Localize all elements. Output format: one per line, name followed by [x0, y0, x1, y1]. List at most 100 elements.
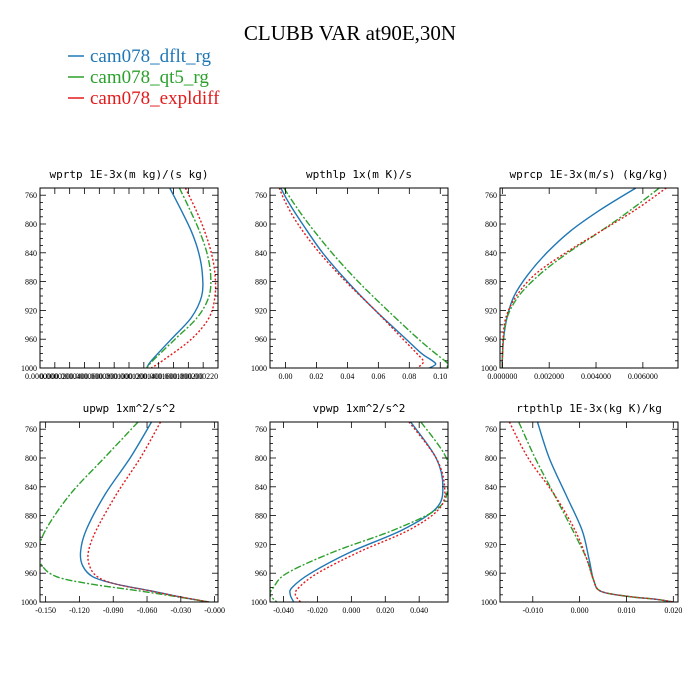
y-tick-label: 920 — [485, 540, 497, 549]
legend-entry: cam078_expldiff — [68, 88, 220, 109]
x-tick-label: 0.000220 — [188, 372, 218, 381]
y-tick-label: 800 — [25, 220, 37, 229]
y-tick-label: 880 — [485, 512, 497, 521]
legend-label: cam078_qt5_rg — [90, 67, 209, 88]
x-tick-label: 0.020 — [664, 606, 682, 615]
x-tick-label: 0.000020 — [40, 372, 70, 381]
y-tick-label: 1000 — [251, 598, 267, 607]
x-tick-label: 0.000000 — [25, 372, 55, 381]
legend-label: cam078_dflt_rg — [90, 46, 212, 67]
y-tick-label: 840 — [255, 483, 267, 492]
plot-frame — [499, 187, 679, 369]
x-tick-label: 0.000060 — [70, 372, 100, 381]
series-line-cam078_expldiff — [278, 188, 425, 368]
y-tick-label: 880 — [485, 278, 497, 287]
y-tick-label: 960 — [255, 335, 267, 344]
y-tick-label: 880 — [255, 512, 267, 521]
y-tick-label: 840 — [255, 249, 267, 258]
series-group — [146, 188, 217, 368]
chart-panel: vpwp 1xm^2/s^2 760 800 840 880 920 960 1000 -0.0… — [251, 402, 449, 615]
chart-panel: wprcp 1E-3x(m/s) (kg/kg) 760 800 840 880 920 9… — [481, 168, 679, 381]
chart-panel: rtpthlp 1E-3x(kg K)/kg 760 800 840 880 920 960… — [481, 402, 682, 615]
x-tick-label: 0.000140 — [129, 372, 159, 381]
y-tick-label: 840 — [25, 249, 37, 258]
series-line-cam078_dflt_rg — [79, 422, 210, 602]
series-group — [40, 422, 210, 602]
y-tick-label: 800 — [255, 454, 267, 463]
panel-title: vpwp 1xm^2/s^2 — [313, 402, 406, 415]
x-tick-label: 0.002000 — [534, 372, 564, 381]
x-tick-label: -0.040 — [273, 606, 294, 615]
y-tick-label: 920 — [485, 306, 497, 315]
x-tick-label: 0.000120 — [114, 372, 144, 381]
series-line-cam078_expldiff — [501, 188, 667, 368]
y-tick-label: 960 — [485, 569, 497, 578]
x-tick-label: 0.000160 — [144, 372, 174, 381]
x-tick-label: 0.02 — [309, 372, 323, 381]
x-tick-label: -0.020 — [307, 606, 328, 615]
series-line-cam078_qt5_rg — [283, 188, 448, 368]
y-tick-label: 760 — [255, 191, 267, 200]
y-tick-label: 760 — [25, 425, 37, 434]
panel-title: wprcp 1E-3x(m/s) (kg/kg) — [510, 168, 669, 181]
y-tick-label: 960 — [25, 335, 37, 344]
plot-frame — [269, 421, 449, 603]
x-tick-label: 0.000080 — [84, 372, 114, 381]
y-tick-label: 960 — [25, 569, 37, 578]
series-line-cam078_expldiff — [87, 422, 210, 602]
x-tick-label: 0.006000 — [628, 372, 658, 381]
y-tick-label: 880 — [25, 512, 37, 521]
legend-label: cam078_expldiff — [90, 88, 220, 109]
y-tick-label: 920 — [255, 306, 267, 315]
y-tick-label: 920 — [25, 306, 37, 315]
plot-frame — [499, 421, 679, 603]
y-tick-label: 1000 — [21, 598, 37, 607]
panel-title: wprtp 1E-3x(m kg)/(s kg) — [50, 168, 209, 181]
y-tick-label: 760 — [255, 425, 267, 434]
y-tick-label: 1000 — [251, 364, 267, 373]
series-line-cam078_qt5_rg — [40, 422, 210, 602]
y-tick-label: 920 — [255, 540, 267, 549]
plot-frame — [269, 187, 449, 369]
series-line-cam078_dflt_rg — [501, 188, 637, 368]
panels-group: wprtp 1E-3x(m kg)/(s kg) 760 800 840 880 920 9… — [21, 168, 682, 615]
x-tick-label: 0.10 — [433, 372, 447, 381]
y-tick-label: 840 — [485, 483, 497, 492]
x-tick-label: 0.06 — [371, 372, 385, 381]
x-tick-label: 0.020 — [376, 606, 394, 615]
legend-entry: cam078_dflt_rg — [68, 46, 212, 67]
y-tick-label: 920 — [25, 540, 37, 549]
chart-panel: wpthlp 1x(m K)/s 760 800 840 880 920 960 1000 0.… — [251, 168, 449, 381]
y-tick-label: 800 — [25, 454, 37, 463]
legend-entry: cam078_qt5_rg — [68, 67, 209, 88]
x-tick-label: -0.030 — [170, 606, 191, 615]
series-group — [278, 188, 448, 368]
x-tick-label: 0.010 — [617, 606, 635, 615]
chart-panel: upwp 1xm^2/s^27608008408809209601000-0.1… — [21, 402, 225, 615]
y-tick-label: 880 — [25, 278, 37, 287]
x-tick-label: -0.000 — [204, 606, 225, 615]
x-tick-label: 0.000000 — [487, 372, 517, 381]
x-tick-label: 0.000180 — [159, 372, 189, 381]
y-tick-label: 760 — [485, 425, 497, 434]
x-tick-label: 0.000200 — [173, 372, 203, 381]
x-tick-label: -0.150 — [35, 606, 56, 615]
y-tick-label: 840 — [25, 483, 37, 492]
y-tick-label: 800 — [485, 454, 497, 463]
series-group — [270, 422, 448, 602]
series-line-cam078_qt5_rg — [501, 188, 660, 368]
x-tick-label: -0.090 — [103, 606, 124, 615]
y-tick-label: 840 — [485, 249, 497, 258]
x-tick-label: -0.120 — [69, 606, 90, 615]
x-tick-label: 0.000040 — [55, 372, 85, 381]
series-line-cam078_expldiff — [294, 422, 446, 602]
series-line-cam078_dflt_rg — [536, 422, 674, 602]
series-line-cam078_dflt_rg — [289, 422, 444, 602]
series-line-cam078_dflt_rg — [146, 188, 204, 368]
x-tick-label: 0.004000 — [581, 372, 611, 381]
y-tick-label: 800 — [485, 220, 497, 229]
figure-title: CLUBB VAR at90E,30N — [244, 21, 456, 45]
panel-title: upwp 1xm^2/s^2 — [83, 402, 176, 415]
y-tick-label: 1000 — [481, 364, 497, 373]
